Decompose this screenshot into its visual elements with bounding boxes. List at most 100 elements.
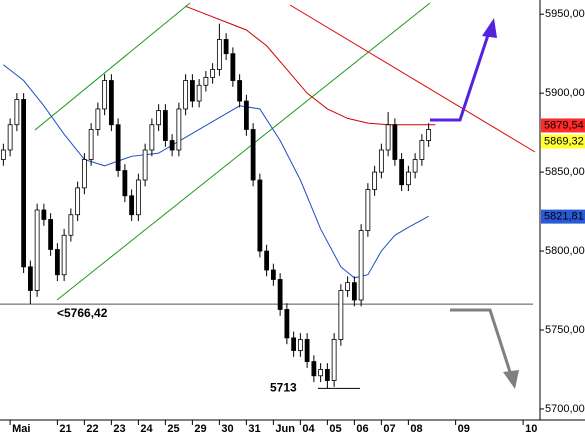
- candle-body: [331, 339, 337, 381]
- arrow-up: [430, 31, 491, 122]
- x-tick-label: 06: [356, 423, 368, 435]
- moving-average: [3, 64, 429, 279]
- x-tick-label: 24: [140, 423, 153, 435]
- arrow-down-head: [503, 370, 519, 389]
- candle-body: [311, 361, 317, 377]
- candle-body: [426, 129, 432, 141]
- candle-body: [135, 179, 141, 216]
- plot: [0, 5, 533, 389]
- candle-body: [250, 129, 256, 181]
- trend-channel-upper: [34, 2, 191, 131]
- y-tick-label: 5750,00: [545, 324, 585, 336]
- x-tick-label: 29: [194, 423, 206, 435]
- price-tag: [541, 209, 585, 224]
- candle-body: [277, 279, 283, 310]
- y-tick-label: 5700,00: [545, 403, 585, 415]
- candle-body: [304, 339, 310, 362]
- candle-body: [223, 39, 229, 55]
- trend-channel-lower: [56, 2, 431, 301]
- candle-body: [203, 76, 209, 86]
- candle-body: [345, 282, 351, 291]
- price-tag-label: 5879,54: [544, 119, 584, 131]
- price-tag: [541, 118, 585, 133]
- candle-body: [318, 369, 324, 377]
- candle-body: [196, 84, 202, 102]
- low-label: 5713: [270, 381, 297, 395]
- x-tick-label: 31: [248, 423, 260, 435]
- candle-body: [81, 159, 87, 189]
- arrow-down: [450, 308, 513, 376]
- candle-body: [405, 171, 411, 186]
- candle-body: [237, 80, 243, 102]
- candle-body: [115, 124, 121, 171]
- x-tick-label: 30: [221, 423, 233, 435]
- support-label: <5766,42: [57, 306, 108, 320]
- candle-body: [14, 99, 20, 126]
- candle-body: [34, 209, 40, 291]
- x-tick-label: 25: [167, 423, 179, 435]
- candle-body: [156, 110, 162, 126]
- candle-body: [338, 290, 344, 340]
- candle-body: [149, 124, 155, 151]
- candle-body: [176, 108, 182, 151]
- candle-body: [324, 369, 330, 381]
- candle-body: [183, 80, 189, 110]
- x-tick-label: 10: [525, 423, 537, 435]
- price-tag-label: 5821,81: [544, 211, 584, 223]
- candle-body: [284, 309, 290, 339]
- candle-body: [54, 249, 60, 276]
- candle-body: [7, 124, 13, 151]
- candle-body: [385, 124, 391, 151]
- y-tick-label: 5850,00: [545, 166, 585, 178]
- x-tick-label: 22: [86, 423, 98, 435]
- candle-body: [378, 149, 384, 173]
- candle-body: [230, 53, 236, 81]
- x-tick-label: 08: [410, 423, 422, 435]
- candle-body: [291, 337, 297, 351]
- candle-body: [27, 266, 33, 291]
- x-tick-label: 09: [458, 423, 470, 435]
- candle-body: [88, 129, 94, 160]
- candle-body: [264, 250, 270, 271]
- candle-body: [351, 282, 357, 301]
- candle-body: [419, 140, 425, 160]
- candle-body: [162, 110, 168, 141]
- candle-body: [68, 214, 74, 236]
- x-tick-label: 23: [113, 423, 125, 435]
- candle-body: [108, 80, 114, 126]
- x-tick-label: Jun: [275, 423, 295, 435]
- candle-body: [189, 80, 195, 102]
- candle-body: [0, 149, 6, 160]
- candle-body: [129, 195, 135, 216]
- candle-body: [210, 69, 216, 78]
- candle-body: [142, 149, 148, 181]
- arrow-up-head: [482, 18, 497, 38]
- candle-body: [216, 39, 222, 70]
- candle-body: [48, 219, 54, 250]
- candle-body: [392, 124, 398, 160]
- trend-line-resistance: [289, 4, 536, 153]
- price-tag: [541, 134, 585, 149]
- candle-body: [399, 159, 405, 186]
- candle-body: [95, 108, 101, 130]
- candle-body: [61, 234, 67, 276]
- y-tick-label: 5950,00: [545, 8, 585, 20]
- candle-body: [21, 99, 27, 268]
- candle-body: [243, 100, 249, 130]
- x-tick-label: 07: [383, 423, 395, 435]
- candle-body: [41, 209, 47, 220]
- x-tick-label: Mai: [12, 423, 30, 435]
- y-tick-label: 5900,00: [545, 87, 585, 99]
- candle-body: [102, 80, 108, 110]
- candle-body: [257, 179, 263, 252]
- x-tick-label: 05: [329, 423, 341, 435]
- x-tick-label: 04: [302, 423, 315, 435]
- y-tick-label: 5800,00: [545, 245, 585, 257]
- candle-body: [412, 159, 418, 173]
- candle-body: [365, 189, 371, 231]
- candle-body: [270, 269, 276, 280]
- candle-body: [122, 170, 128, 197]
- candle-body: [358, 230, 364, 301]
- price-tag-label: 5869,32: [544, 136, 584, 148]
